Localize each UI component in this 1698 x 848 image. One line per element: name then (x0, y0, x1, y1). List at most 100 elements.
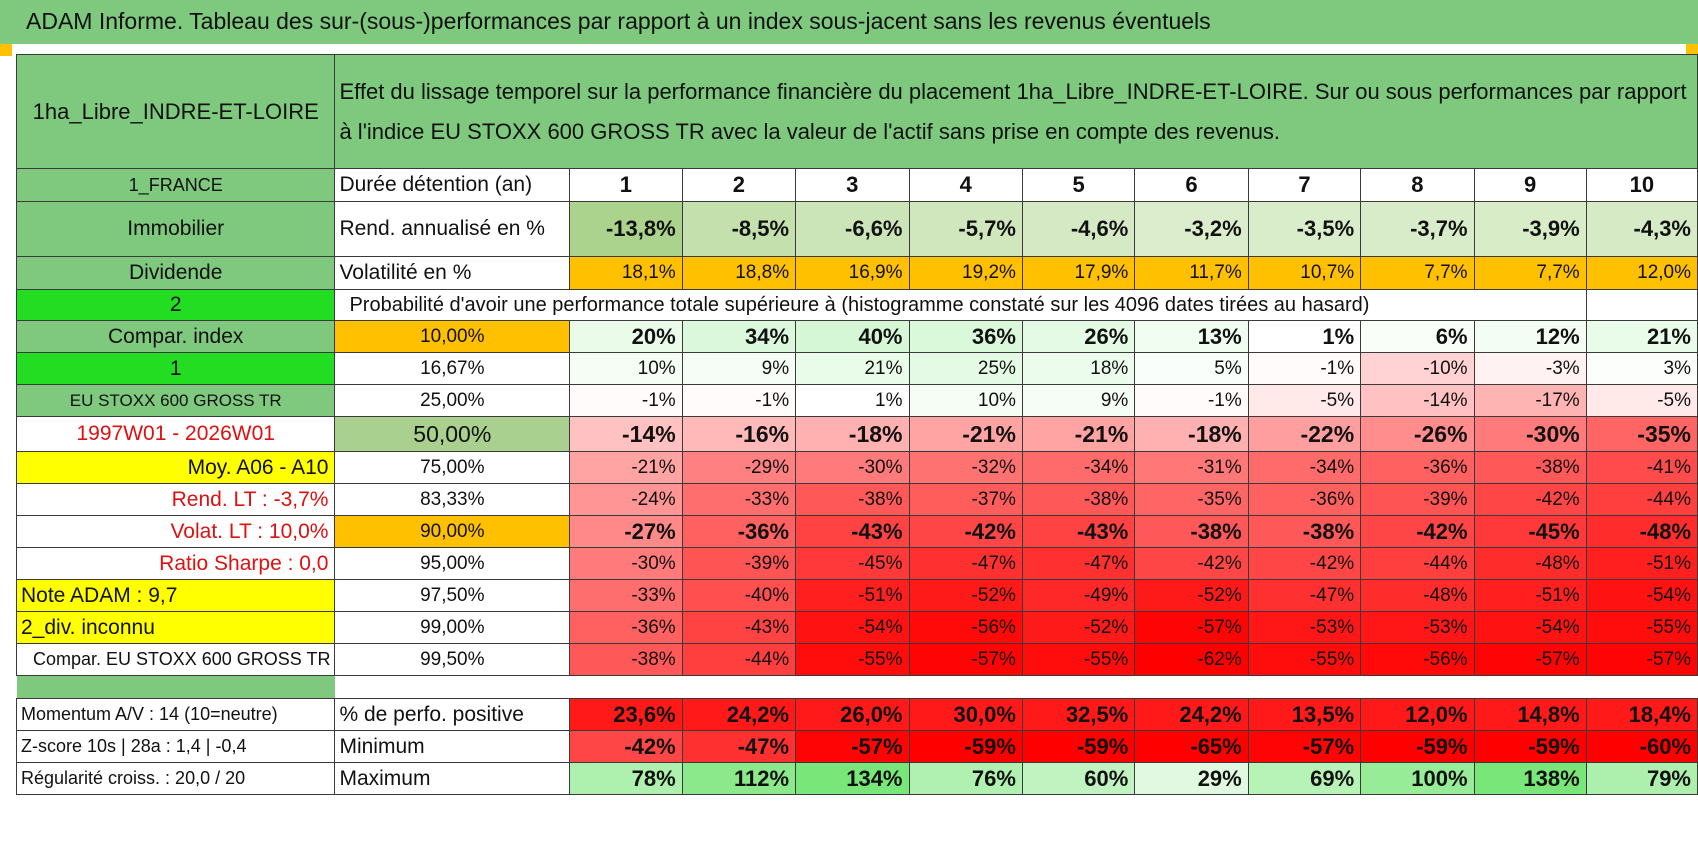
rend-value: -3,2% (1134, 201, 1249, 257)
momentum-cell: Momentum A/V : 14 (10=neutre) (15, 698, 336, 731)
vol-value: 18,8% (681, 256, 797, 290)
blank-cell (1474, 289, 1587, 321)
percentile-row: Moy. A06 - A10 75,00% -21% -29% -30% -32% -34%… (15, 451, 1698, 484)
percentile-value: -24% (569, 483, 683, 516)
maximum-value: 79% (1585, 762, 1698, 795)
maximum-value: 29% (1134, 762, 1249, 795)
year-header: 1 (569, 168, 683, 202)
percentile-row: Rend. LT : -3,7% 83,33% -24% -33% -38% -37% -3… (15, 483, 1698, 516)
rend-value: -3,9% (1473, 201, 1587, 257)
percentile-value: -35% (1134, 483, 1249, 516)
year-header: 2 (681, 168, 797, 202)
percentile-value: -38% (1134, 515, 1249, 548)
percentile-value: -43% (1021, 515, 1136, 548)
side-label-sharpe: Ratio Sharpe : 0,0 (15, 547, 336, 580)
percentile-value: -43% (681, 611, 797, 644)
percentile-value: -35% (1585, 416, 1698, 452)
percentile-value: -57% (1585, 643, 1698, 676)
regularite-cell: Régularité croiss. : 20,0 / 20 (15, 762, 336, 795)
dividend-cell: Dividende (15, 256, 336, 290)
description-cell: Effet du lissage temporel sur la perform… (334, 54, 1698, 169)
percentile-value: -48% (1360, 579, 1475, 612)
positive-share-value: 13,5% (1247, 698, 1362, 731)
percentile-value: -18% (795, 416, 910, 452)
percentile-value: -5% (1585, 384, 1698, 417)
percentile-value: 12% (1473, 320, 1587, 353)
percentile-value: -53% (1247, 611, 1362, 644)
percentile-row: 2_div. inconnu 99,00% -36% -43% -54% -56% -52%… (15, 611, 1698, 644)
percentile-value: -41% (1585, 451, 1698, 484)
percentile-value: -33% (569, 579, 683, 612)
percentile-value: -42% (1360, 515, 1475, 548)
percentile-value: -42% (908, 515, 1023, 548)
minimum-value: -57% (1247, 730, 1362, 763)
rend-value: -6,6% (795, 201, 910, 257)
positive-share-value: 18,4% (1585, 698, 1698, 731)
vol-value: 7,7% (1473, 256, 1587, 290)
percentile-level: 50,00% (334, 416, 571, 452)
percentile-value: -1% (1134, 384, 1249, 417)
percentile-value: -44% (1585, 483, 1698, 516)
percentile-value: -18% (1134, 416, 1249, 452)
year-header: 10 (1585, 168, 1698, 202)
rend-value: -4,3% (1585, 201, 1698, 257)
percentile-value: -54% (1585, 579, 1698, 612)
minimum-value: -59% (1021, 730, 1136, 763)
percentile-value: -17% (1473, 384, 1587, 417)
percentile-value: -57% (908, 643, 1023, 676)
percentile-level: 99,00% (334, 611, 571, 644)
percentile-value: -54% (1473, 611, 1587, 644)
percentile-value: -48% (1585, 515, 1698, 548)
maximum-value: 134% (795, 762, 910, 795)
positive-share-value: 12,0% (1360, 698, 1475, 731)
percentile-value: 9% (1021, 384, 1136, 417)
year-header: 5 (1021, 168, 1136, 202)
percentile-value: 40% (795, 320, 910, 353)
percentile-value: -21% (569, 451, 683, 484)
side-label-moy: Moy. A06 - A10 (15, 451, 336, 484)
maximum-value: 76% (908, 762, 1023, 795)
percentile-value: -53% (1360, 611, 1475, 644)
percentile-value: -5% (1247, 384, 1362, 417)
percentile-value: -45% (1473, 515, 1587, 548)
orange-marker (1686, 44, 1698, 56)
positive-share-value: 30,0% (908, 698, 1023, 731)
percentile-value: 34% (681, 320, 797, 353)
percentile-value: 9% (681, 352, 797, 385)
percentile-value: -38% (1021, 483, 1136, 516)
percentile-value: -10% (1360, 352, 1475, 385)
minimum-value: -47% (681, 730, 797, 763)
vol-value: 10,7% (1247, 256, 1362, 290)
percentile-value: -51% (795, 579, 910, 612)
percentile-value: 13% (1134, 320, 1249, 353)
percentile-value: 5% (1134, 352, 1249, 385)
maximum-value: 69% (1247, 762, 1362, 795)
blank-cell (1585, 289, 1698, 321)
percentile-value: -21% (1021, 416, 1136, 452)
side-label-one: 1 (15, 352, 336, 385)
percentile-level: 75,00% (334, 451, 571, 484)
percentile-value: -44% (1360, 547, 1475, 580)
positive-share-value: 24,2% (681, 698, 797, 731)
percentile-value: -56% (908, 611, 1023, 644)
percentile-row: Volat. LT : 10,0% 90,00% -27% -36% -43% -42% -… (15, 515, 1698, 548)
percentile-value: -38% (569, 643, 683, 676)
percentile-level: 99,50% (334, 643, 571, 676)
minimum-value: -42% (569, 730, 683, 763)
percentile-value: -47% (1247, 579, 1362, 612)
percentile-value: 3% (1585, 352, 1698, 385)
percentile-value: 21% (1585, 320, 1698, 353)
percentile-value: -47% (1021, 547, 1136, 580)
percentile-value: -34% (1021, 451, 1136, 484)
maximum-value: 78% (569, 762, 683, 795)
percentile-value: -30% (569, 547, 683, 580)
percentile-level: 97,50% (334, 579, 571, 612)
percentile-value: -49% (1021, 579, 1136, 612)
year-header: 4 (908, 168, 1023, 202)
pos-label: % de perfo. positive (334, 698, 571, 731)
percentile-value: 25% (908, 352, 1023, 385)
minimum-value: -57% (795, 730, 910, 763)
report-title-bar: ADAM Informe. Tableau des sur-(sous-)per… (0, 0, 1698, 44)
year-header: 8 (1360, 168, 1475, 202)
percentile-value: -56% (1360, 643, 1475, 676)
